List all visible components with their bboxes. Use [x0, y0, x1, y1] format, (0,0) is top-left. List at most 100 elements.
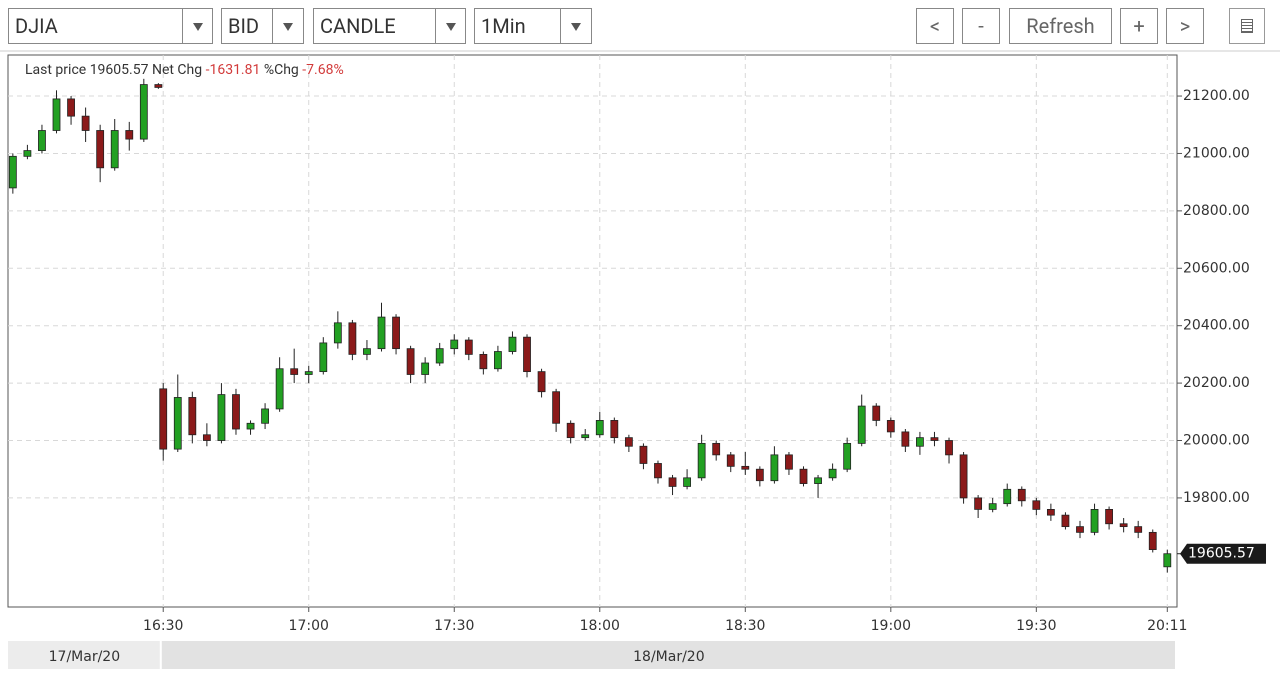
candle: [901, 429, 910, 452]
zoom-out-button[interactable]: -: [962, 8, 1000, 44]
type-select[interactable]: CANDLE: [313, 8, 436, 44]
candle: [654, 460, 662, 484]
candle: [96, 124, 105, 183]
candle-body: [348, 322, 357, 355]
candle-body: [1134, 526, 1143, 533]
candle-body: [173, 397, 182, 450]
prev-button[interactable]: <: [916, 8, 954, 44]
candle: [668, 474, 677, 496]
candle-body: [930, 437, 939, 441]
candle-body: [38, 130, 46, 151]
candle-body: [974, 497, 983, 510]
candle-body: [799, 468, 808, 484]
zoom-in-button[interactable]: +: [1120, 8, 1158, 44]
candle: [945, 437, 953, 464]
y-tick-label: 21000.00: [1183, 145, 1250, 161]
candle: [1105, 506, 1113, 530]
candle-body: [1148, 531, 1157, 550]
candle-body: [755, 468, 764, 482]
next-button[interactable]: >: [1166, 8, 1204, 44]
candle: [552, 388, 561, 432]
candle: [1076, 520, 1084, 539]
candle: [523, 334, 531, 378]
interval-select[interactable]: 1Min: [474, 8, 561, 44]
candle-body: [1003, 488, 1012, 505]
candle: [1119, 518, 1128, 533]
candle-body: [110, 130, 119, 169]
candle: [125, 121, 134, 151]
candle: [1148, 529, 1157, 553]
candle: [930, 431, 939, 447]
dropdown-arrow[interactable]: [272, 8, 304, 44]
candle: [1003, 483, 1012, 507]
candle-body: [188, 397, 197, 436]
dropdown-arrow[interactable]: [560, 8, 592, 44]
candle-body: [988, 503, 997, 510]
candle-body: [508, 336, 517, 352]
candle: [421, 357, 430, 384]
candle-body: [290, 368, 299, 375]
candle-body: [872, 405, 881, 421]
candle-body: [639, 445, 648, 464]
candle-body: [261, 408, 269, 424]
candle: [581, 429, 590, 441]
candle: [741, 451, 750, 475]
candle-body: [886, 420, 895, 433]
x-tick-label: 18:30: [725, 618, 765, 634]
candle-body: [697, 442, 706, 479]
candle: [712, 440, 721, 461]
label: Last price: [25, 62, 87, 78]
candle-body: [1032, 500, 1041, 510]
candle-body: [52, 98, 61, 131]
candle: [537, 368, 546, 398]
candle: [624, 434, 633, 452]
candle-body: [421, 362, 430, 375]
symbol-select[interactable]: DJIA: [8, 8, 183, 44]
dropdown-arrow[interactable]: [182, 8, 213, 44]
candle-body: [363, 348, 371, 355]
price-header: Last price 19605.57 Net Chg -1631.81 %Ch…: [25, 62, 344, 78]
label: Net Chg: [151, 62, 203, 78]
candle: [173, 374, 182, 452]
candle: [110, 119, 119, 171]
candle: [1046, 503, 1055, 521]
candle: [508, 331, 517, 355]
candle: [319, 337, 328, 375]
candle: [1061, 512, 1070, 530]
y-tick-label: 20400.00: [1183, 318, 1250, 334]
candle: [959, 451, 968, 504]
candle-body: [843, 442, 852, 470]
dropdown-arrow[interactable]: [435, 8, 466, 44]
candle: [770, 446, 779, 484]
candle: [38, 124, 46, 154]
candle: [275, 357, 284, 412]
candle-body: [552, 391, 561, 424]
candle-body: [901, 431, 910, 447]
candle: [988, 497, 997, 513]
refresh-button[interactable]: Refresh: [1009, 8, 1112, 44]
candle-body: [537, 371, 546, 393]
candle-body: [1090, 509, 1099, 533]
candle-body: [333, 322, 342, 344]
value: -7.68%: [302, 62, 344, 78]
candle: [435, 342, 444, 366]
candle: [363, 340, 371, 361]
candle: [755, 466, 764, 487]
candle: [872, 403, 881, 427]
candle-body: [1061, 514, 1070, 528]
menu-icon[interactable]: [1229, 8, 1265, 44]
candle: [1163, 549, 1172, 573]
x-tick-label: 19:30: [1016, 618, 1056, 634]
candle: [785, 451, 793, 475]
candle: [1134, 520, 1143, 539]
candle-body: [139, 84, 148, 140]
candle-body: [959, 454, 968, 499]
x-tick-label: 17:00: [289, 618, 329, 634]
plot-frame: [7, 54, 1178, 608]
candle: [1017, 486, 1026, 507]
side-select[interactable]: BID: [221, 8, 273, 44]
candle-body: [246, 422, 255, 430]
candle: [348, 319, 357, 361]
y-tick-label: 21200.00: [1183, 88, 1250, 104]
